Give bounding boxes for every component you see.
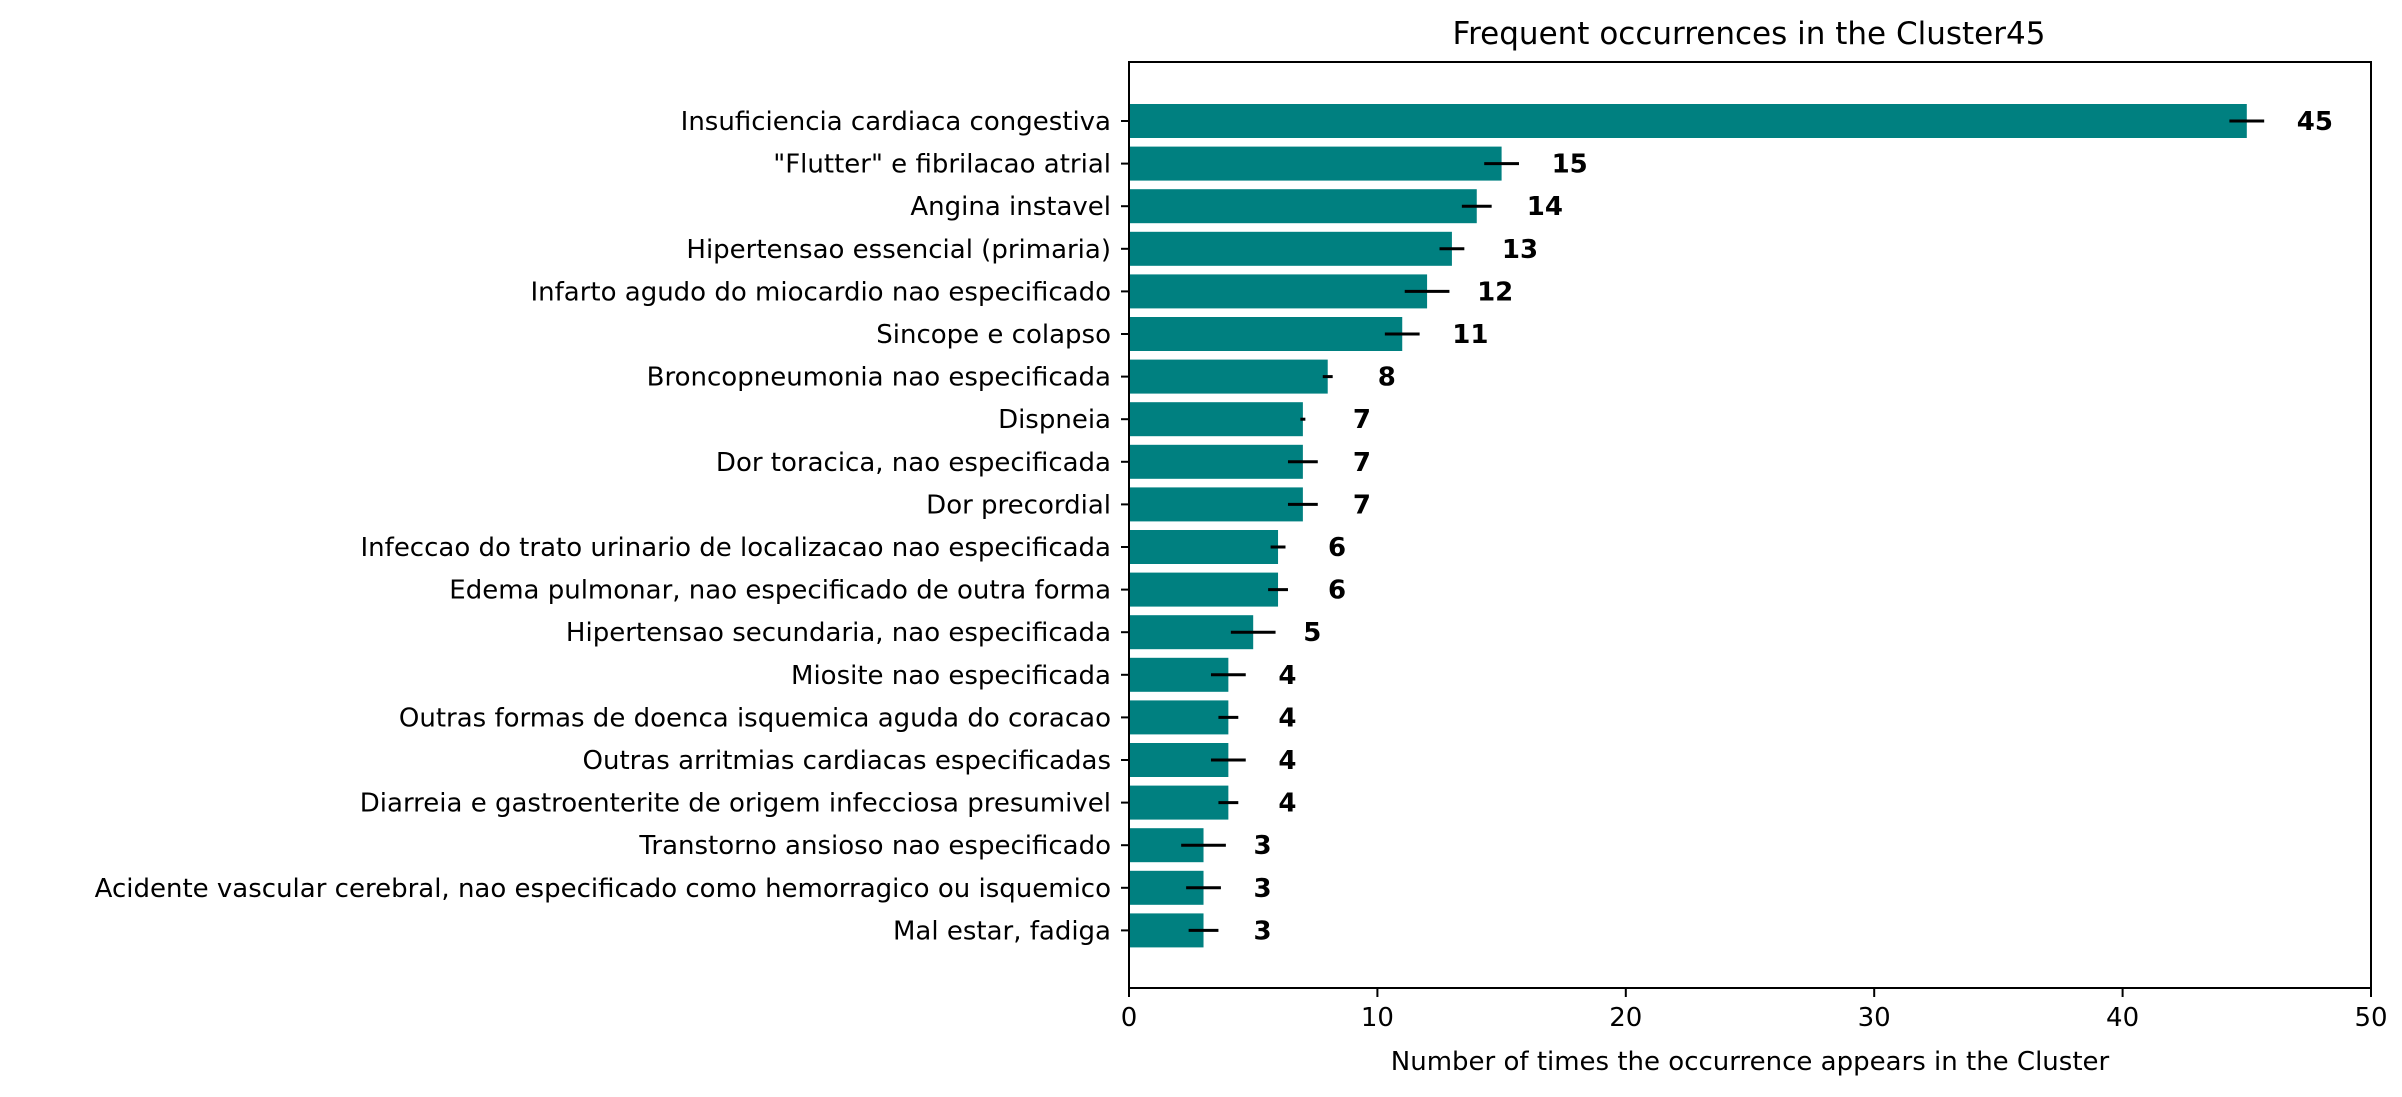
bar (1129, 231, 1452, 266)
data-label: 15 (1552, 150, 1588, 180)
bar (1129, 572, 1279, 607)
y-tick-label: Miosite nao especificada (791, 661, 1111, 691)
y-tick-label: Edema pulmonar, nao especificado de outr… (449, 576, 1111, 606)
bar (1129, 104, 2247, 138)
data-label: 6 (1328, 576, 1346, 606)
data-label: 7 (1353, 490, 1371, 520)
x-axis-label: Number of times the occurrence appears i… (1391, 1047, 2110, 1077)
data-label: 12 (1477, 277, 1513, 307)
bar (1129, 785, 1229, 820)
x-tick-label: 40 (2106, 1003, 2139, 1033)
data-label: 7 (1353, 448, 1371, 478)
data-label: 13 (1502, 235, 1538, 265)
x-tick-label: 10 (1361, 1003, 1394, 1033)
y-tick-label: Infeccao do trato urinario de localizaca… (361, 533, 1111, 563)
data-label: 8 (1378, 363, 1396, 393)
x-axis-ticks: 0 10 20 30 40 50 (1121, 988, 2388, 1033)
y-tick-label: Outras formas de doenca isquemica aguda … (399, 703, 1111, 733)
plot-frame (1128, 61, 2372, 989)
y-tick-label: Broncopneumonia nao especificada (647, 363, 1111, 393)
y-tick-label: Sincope e colapso (876, 320, 1111, 350)
bar (1129, 189, 1477, 224)
data-label: 3 (1254, 831, 1272, 861)
x-tick-label: 0 (1121, 1003, 1138, 1033)
y-tick-label: Hipertensao essencial (primaria) (686, 235, 1111, 265)
y-tick-label: Dor precordial (926, 490, 1111, 520)
y-tick-label: "Flutter" e fibrilacao atrial (773, 150, 1111, 180)
data-label: 45 (2297, 107, 2333, 137)
data-label: 4 (1278, 789, 1296, 819)
y-tick-label: Dispneia (998, 405, 1111, 435)
x-tick-label: 50 (2354, 1003, 2387, 1033)
data-label: 4 (1278, 746, 1296, 776)
bar (1129, 444, 1303, 479)
bar (1129, 146, 1502, 181)
bar (1129, 402, 1303, 437)
data-label: 5 (1303, 618, 1321, 648)
data-label: 6 (1328, 533, 1346, 563)
y-tick-label: Hipertensao secundaria, nao especificada (566, 618, 1111, 648)
y-tick-label: Outras arritmias cardiacas especificadas (583, 746, 1111, 776)
bars-layer (1129, 104, 2247, 948)
data-label: 3 (1254, 874, 1272, 904)
y-tick-labels: Insuficiencia cardiaca congestiva "Flutte… (95, 107, 1129, 946)
data-label: 4 (1278, 703, 1296, 733)
y-tick-label: Dor toracica, nao especificada (716, 448, 1111, 478)
bar (1129, 487, 1303, 522)
bar (1129, 700, 1229, 735)
error-bars-layer (1181, 119, 2265, 932)
y-tick-label: Diarreia e gastroenterite de origem infe… (360, 789, 1111, 819)
bar (1129, 530, 1279, 564)
data-label: 3 (1254, 916, 1272, 946)
chart-title: Frequent occurrences in the Cluster45 (1453, 16, 2046, 52)
x-tick-label: 30 (1858, 1003, 1891, 1033)
bar (1129, 317, 1403, 351)
data-label: 11 (1452, 320, 1488, 350)
y-tick-label: Mal estar, fadiga (893, 916, 1111, 946)
y-tick-label: Insuficiencia cardiaca congestiva (681, 107, 1111, 137)
data-label: 14 (1527, 192, 1563, 222)
y-tick-label: Acidente vascular cerebral, nao especifi… (95, 874, 1111, 904)
bar (1129, 274, 1428, 309)
y-tick-label: Transtorno ansioso nao especificado (638, 831, 1111, 861)
y-tick-label: Angina instavel (910, 192, 1111, 222)
x-tick-label: 20 (1609, 1003, 1642, 1033)
y-tick-label: Infarto agudo do miocardio nao especific… (530, 277, 1111, 307)
bar (1129, 359, 1328, 394)
data-label: 4 (1278, 661, 1296, 691)
data-label: 7 (1353, 405, 1371, 435)
